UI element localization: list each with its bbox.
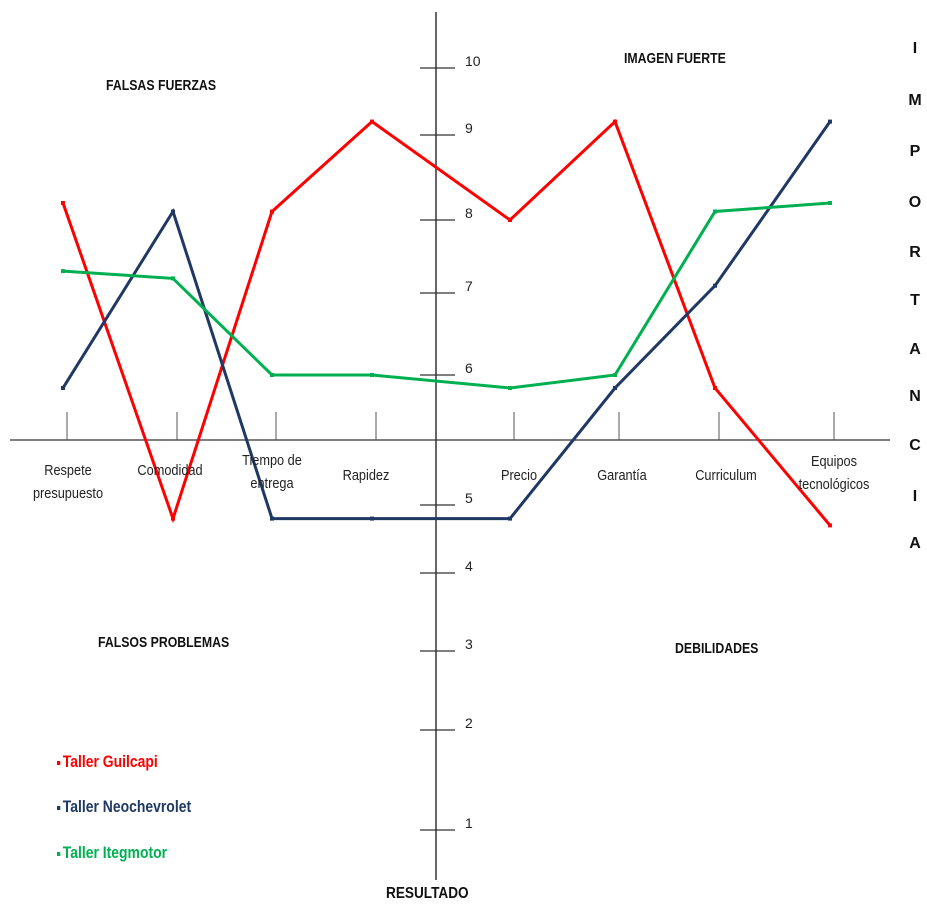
category-label-line: presupuesto [33, 484, 103, 501]
category-label-7: Equipos tecnológicos [799, 452, 870, 492]
series-point-2-7 [828, 201, 832, 205]
side-title-letter: P [909, 143, 921, 160]
category-label-line: Garantía [597, 466, 647, 483]
series-point-1-3 [370, 516, 374, 521]
quadrant-label-top-left: FALSAS FUERZAS [106, 77, 217, 94]
legend-item-itegmotor: Taller Itegmotor [57, 843, 167, 863]
series-point-0-5 [613, 119, 617, 124]
category-label-1: Comodidad [137, 461, 202, 478]
category-label-line: Curriculum [695, 466, 757, 483]
legend-item-neochevrolet: Taller Neochevrolet [57, 797, 191, 817]
side-title-letter: M [908, 92, 922, 109]
y-axis-ticks: 1 2 3 4 5 6 7 8 9 10 [420, 53, 481, 831]
y-tick-label-5: 5 [465, 490, 473, 506]
category-label-line: Equipos [811, 452, 857, 469]
category-label-line: tecnológicos [799, 475, 870, 492]
series-point-0-4 [508, 218, 512, 222]
category-label-5: Garantía [597, 466, 647, 483]
category-label-6: Curriculum [695, 466, 757, 483]
side-title-letter: O [908, 194, 922, 211]
y-tick-label-7: 7 [465, 278, 473, 294]
x-axis-ticks [66, 412, 835, 440]
bottom-title: RESULTADO [386, 885, 469, 902]
series-point-1-1 [171, 209, 175, 214]
side-title-letter: A [909, 535, 921, 552]
side-title-letter: N [909, 388, 921, 405]
category-label-line: Tiempo de [242, 451, 302, 468]
legend-marker [57, 851, 61, 856]
series-point-1-0 [61, 386, 65, 390]
category-labels: Respete presupuesto Comodidad Tiempo de entr… [33, 451, 869, 501]
category-label-0: Respete presupuesto [33, 461, 103, 501]
quadrant-label-bottom-left: FALSOS PROBLEMAS [98, 634, 230, 651]
series-line-2 [62, 201, 831, 390]
legend-label: Taller Guilcapi [62, 752, 158, 771]
category-label-3: Rapidez [343, 466, 390, 483]
series-point-2-0 [61, 269, 65, 274]
series-point-2-4 [508, 386, 512, 390]
y-tick-label-8: 8 [465, 205, 473, 221]
category-label-line: Respete [44, 461, 92, 478]
series-point-2-3 [370, 373, 374, 377]
series-point-0-3 [370, 119, 374, 124]
series-point-2-2 [270, 373, 274, 377]
y-tick-label-10: 10 [465, 53, 481, 69]
side-title-letter: R [909, 244, 921, 261]
side-title-letter: A [909, 341, 921, 358]
category-label-line: Precio [501, 466, 537, 483]
series-point-0-1 [171, 516, 175, 521]
legend-marker [57, 805, 61, 810]
legend-label: Taller Neochevrolet [62, 797, 192, 816]
series-point-1-6 [713, 283, 717, 288]
series-point-0-0 [61, 201, 65, 205]
side-title-letter: I [912, 488, 918, 505]
series-point-1-7 [828, 119, 832, 124]
series-point-1-5 [613, 386, 617, 390]
category-label-line: entrega [250, 474, 293, 491]
series-point-2-5 [613, 373, 617, 377]
series-line-0 [61, 118, 832, 527]
category-label-4: Precio [501, 466, 537, 483]
side-title-letter: T [910, 292, 920, 309]
side-title-letter: I [912, 40, 918, 57]
y-tick-label-1: 1 [465, 815, 473, 831]
series-point-2-6 [713, 209, 717, 214]
y-tick-label-9: 9 [465, 120, 473, 136]
legend-marker [57, 760, 61, 765]
quadrant-label-top-right: IMAGEN FUERTE [624, 50, 726, 67]
category-label-line: Comodidad [137, 461, 202, 478]
series-point-0-7 [828, 523, 832, 528]
y-tick-label-6: 6 [465, 360, 473, 376]
y-tick-label-4: 4 [465, 558, 473, 574]
legend-label: Taller Itegmotor [62, 843, 168, 862]
y-tick-label-3: 3 [465, 636, 473, 652]
category-label-2: Tiempo de entrega [242, 451, 302, 491]
legend-item-guilcapi: Taller Guilcapi [57, 752, 158, 772]
series-line-1 [61, 120, 832, 521]
series-point-1-2 [270, 516, 274, 521]
series-point-0-6 [713, 386, 717, 390]
y-tick-label-2: 2 [465, 715, 473, 731]
quadrant-label-bottom-right: DEBILIDADES [675, 640, 759, 657]
series-layer [61, 118, 832, 528]
side-title-letter: C [909, 437, 921, 454]
series-point-0-2 [270, 209, 274, 214]
series-point-2-1 [171, 276, 175, 281]
category-label-line: Rapidez [343, 466, 390, 483]
series-point-1-4 [508, 516, 512, 521]
